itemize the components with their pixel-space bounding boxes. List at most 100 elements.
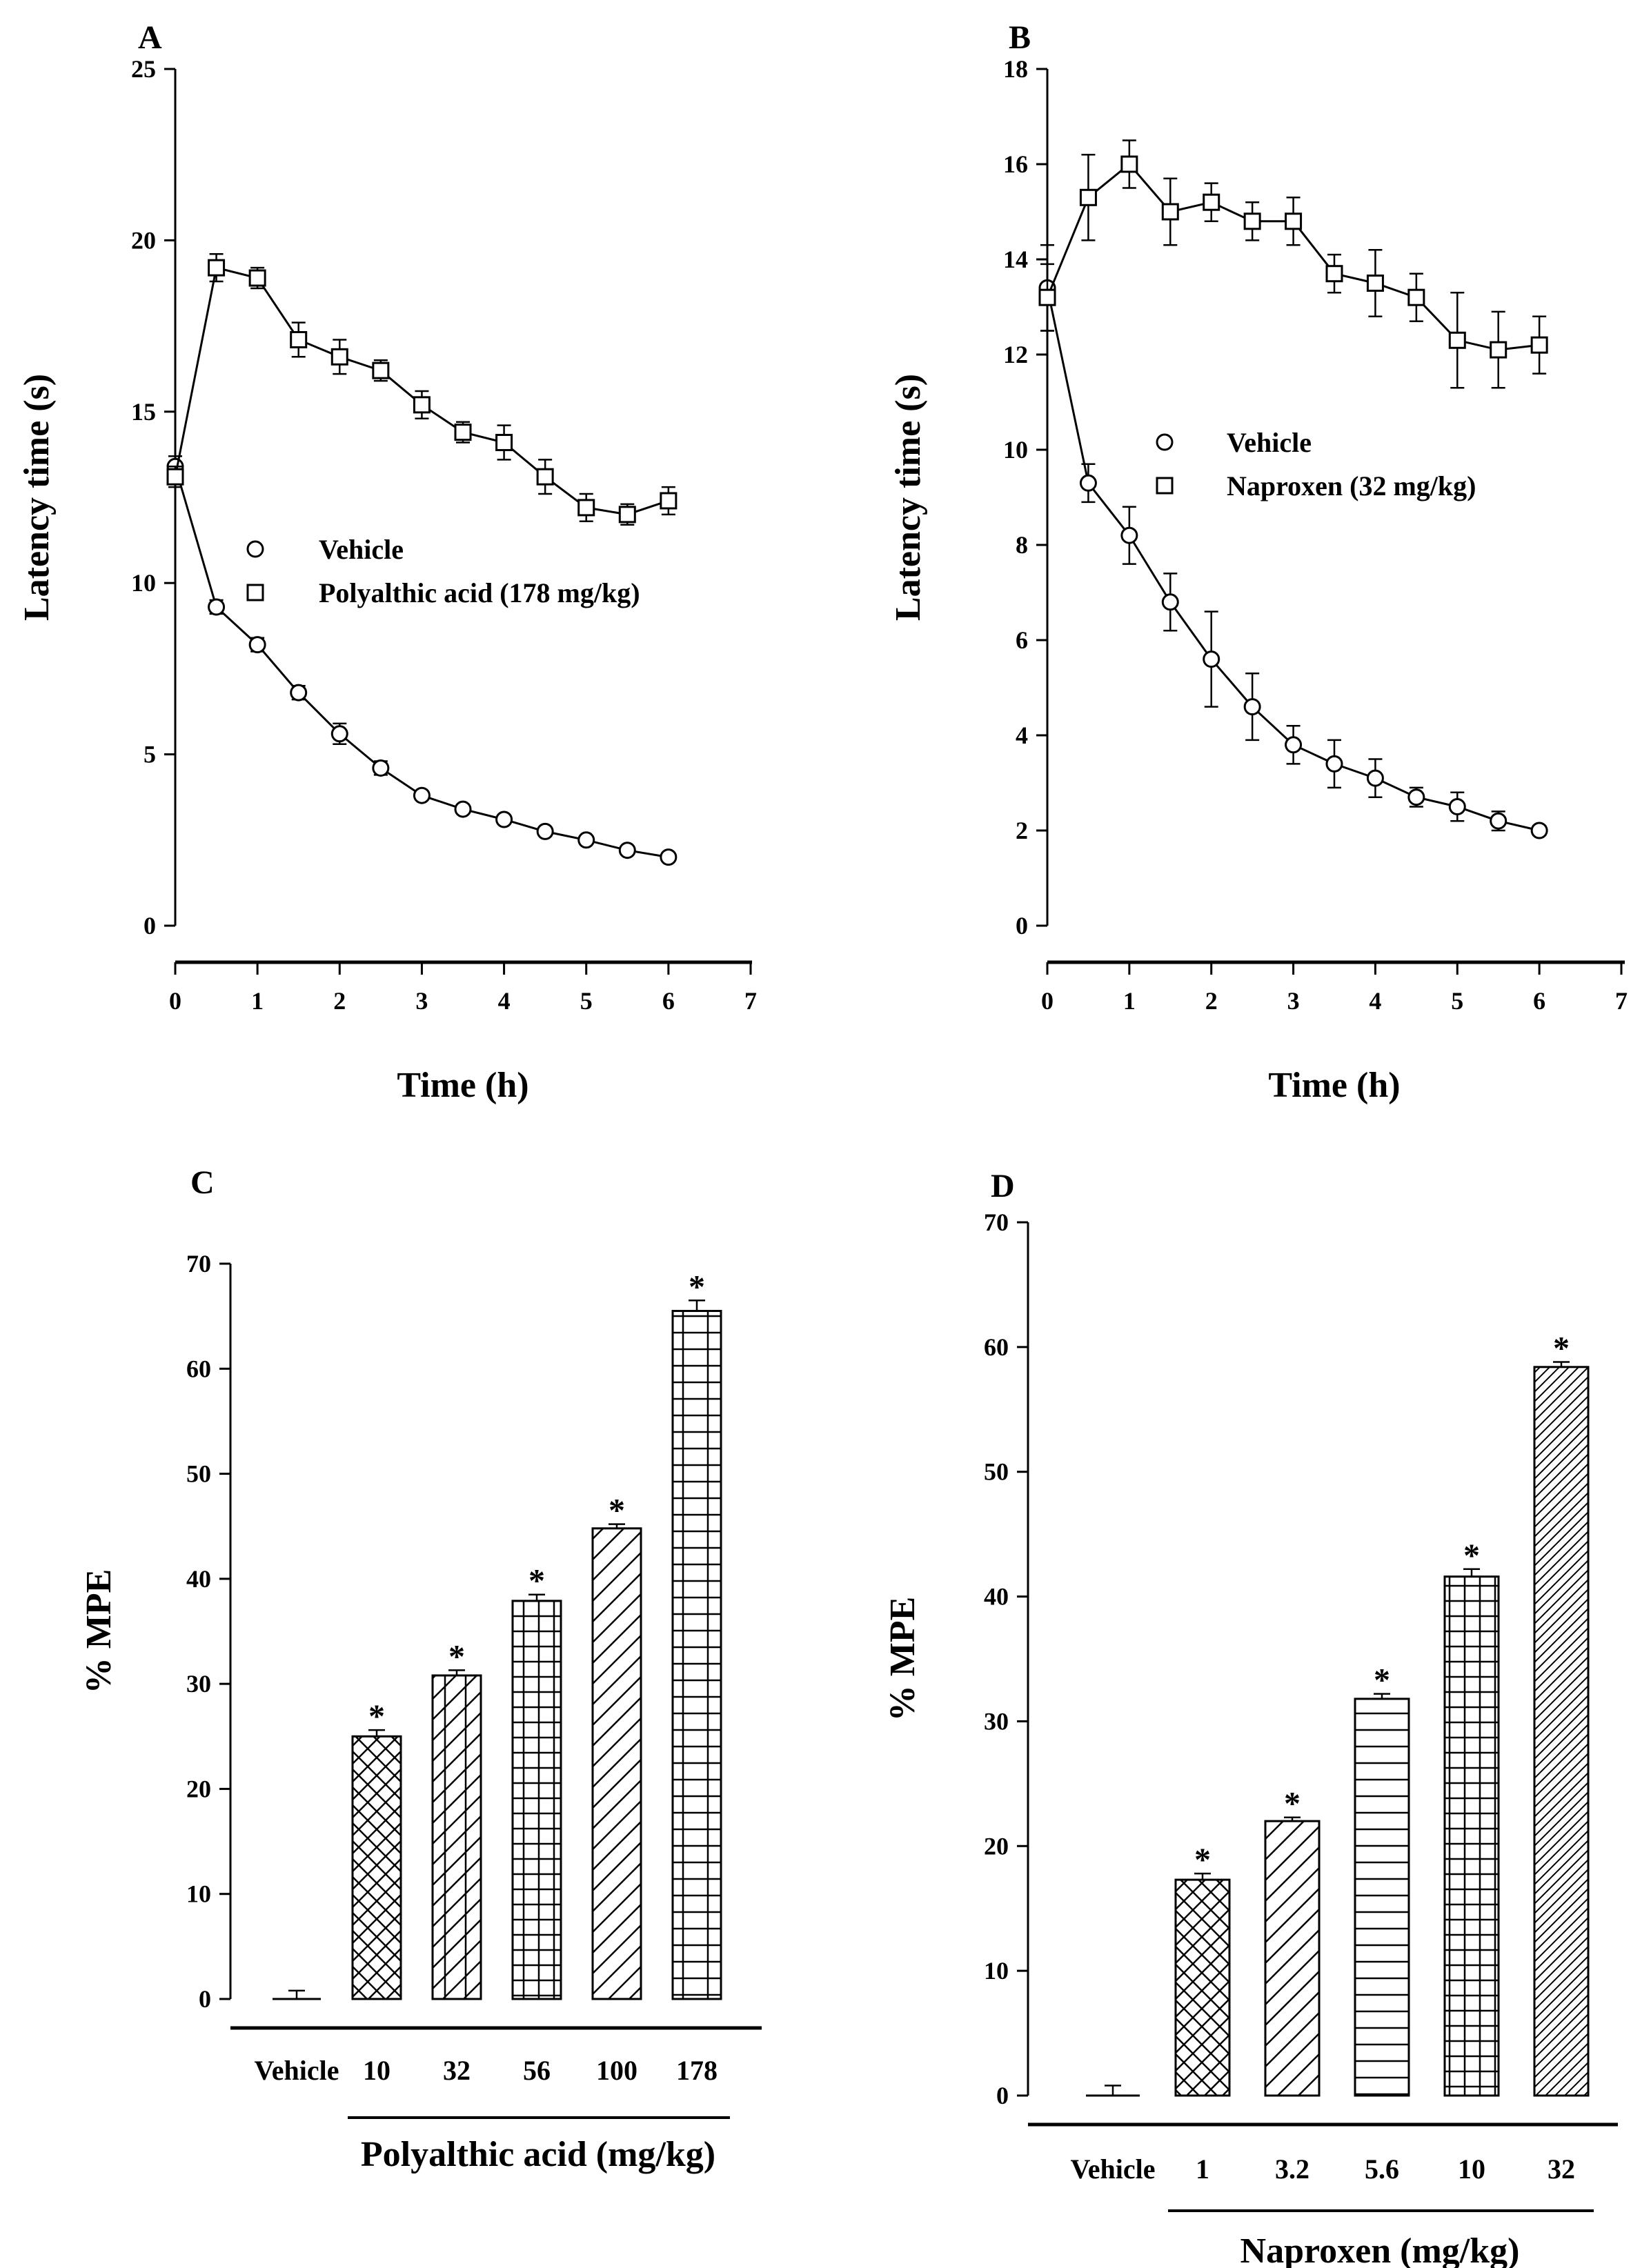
data-point (372, 361, 390, 379)
y-tick-label: 40 (984, 1583, 1009, 1611)
bar (1354, 1698, 1410, 2097)
y-tick-label: 60 (186, 1355, 211, 1382)
data-point (1325, 755, 1343, 773)
bar (511, 1600, 562, 2000)
bar (1533, 1366, 1590, 2097)
category-label: Vehicle (255, 2055, 339, 2086)
y-tick-label: 70 (186, 1250, 211, 1277)
legend-label: Vehicle (1227, 427, 1312, 458)
data-point (454, 800, 472, 818)
significance-marker: * (1284, 1786, 1301, 1822)
x-tick-label: 5 (1451, 987, 1463, 1015)
category-label: 1 (1196, 2153, 1209, 2185)
x-tick-label: 2 (333, 987, 346, 1015)
category-label: Vehicle (1071, 2153, 1156, 2185)
y-tick-label: 30 (186, 1670, 211, 1698)
data-point (1407, 288, 1425, 306)
data-point (1120, 155, 1138, 173)
category-label: 3.2 (1275, 2153, 1309, 2185)
x-tick-label: 3 (415, 987, 428, 1015)
data-point (660, 848, 678, 866)
panel-letter: C (190, 1164, 215, 1201)
data-point (1079, 474, 1097, 492)
bar (1443, 1575, 1500, 2097)
x-tick-label: 4 (498, 987, 511, 1015)
data-point (208, 259, 226, 277)
y-tick-label: 10 (1003, 436, 1028, 464)
data-point (1366, 275, 1384, 292)
data-point (618, 842, 636, 859)
group-label: Naproxen (mg/kg) (1240, 2231, 1520, 2268)
data-point (495, 810, 513, 828)
data-point (1490, 341, 1507, 359)
data-point (1203, 650, 1220, 668)
category-label: 32 (443, 2055, 471, 2086)
legend-label: Naproxen (32 mg/kg) (1227, 470, 1476, 501)
y-tick-label: 60 (984, 1333, 1009, 1361)
panel-d: D 0 10 20 30 40 50 60 70 % MPE Vehicle * 1 * 3.2 * 5.6 * 1… (883, 1168, 1618, 2268)
y-tick-label: 0 (996, 2082, 1009, 2109)
y-tick-label: 2 (1016, 817, 1028, 844)
category-label: 178 (676, 2055, 718, 2086)
y-axis-title: % MPE (79, 1569, 119, 1694)
x-tick-label: 0 (1041, 987, 1054, 1015)
x-tick-label: 3 (1287, 987, 1300, 1015)
y-axis-title: Latency time (s) (17, 374, 57, 621)
panel-letter: A (138, 19, 162, 56)
data-point (372, 759, 390, 777)
y-tick-label: 70 (984, 1208, 1009, 1236)
category-label: 100 (596, 2055, 637, 2086)
data-point (1325, 265, 1343, 283)
x-axis-title: Time (h) (397, 1066, 528, 1105)
x-tick-label: 0 (169, 987, 181, 1015)
data-point (536, 822, 554, 840)
x-tick-label: 6 (662, 987, 675, 1015)
y-tick-label: 50 (186, 1460, 211, 1488)
data-point (495, 434, 513, 452)
data-point (1285, 736, 1303, 754)
legend-marker (246, 540, 264, 558)
series-line (1046, 162, 1540, 351)
y-tick-label: 0 (144, 912, 156, 939)
data-point (413, 396, 431, 414)
legend-marker (1156, 477, 1174, 495)
legend-label: Polyalthic acid (178 mg/kg) (319, 577, 640, 608)
data-point (248, 269, 266, 287)
y-tick-label: 25 (131, 55, 156, 83)
data-point (454, 424, 472, 441)
significance-marker: * (1553, 1331, 1570, 1367)
x-tick-label: 7 (744, 987, 757, 1015)
data-point (618, 506, 636, 524)
data-point (1079, 188, 1097, 206)
x-tick-label: 6 (1533, 987, 1545, 1015)
y-tick-label: 16 (1003, 150, 1028, 178)
data-point (1448, 331, 1466, 349)
bar (591, 1527, 642, 2000)
y-tick-label: 20 (984, 1832, 1009, 1860)
data-point (1243, 212, 1261, 230)
series-2 (166, 253, 678, 526)
significance-marker: * (528, 1563, 545, 1600)
data-point (248, 636, 266, 654)
significance-marker: * (368, 1698, 385, 1735)
category-label: 5.6 (1365, 2153, 1399, 2185)
y-tick-label: 10 (131, 569, 156, 597)
y-tick-label: 5 (144, 741, 156, 768)
y-tick-label: 40 (186, 1565, 211, 1593)
category-label: 10 (1458, 2153, 1485, 2185)
data-point (1448, 798, 1466, 815)
data-point (1490, 812, 1507, 830)
x-tick-label: 4 (1369, 987, 1381, 1015)
data-point (536, 468, 554, 486)
data-point (1120, 526, 1138, 544)
y-tick-label: 10 (984, 1957, 1009, 1984)
bar (1174, 1878, 1231, 2097)
y-tick-label: 6 (1016, 626, 1028, 654)
data-point (290, 330, 308, 348)
category-label: 56 (523, 2055, 551, 2086)
data-point (1530, 336, 1548, 354)
y-tick-label: 15 (131, 398, 156, 426)
category-label: 32 (1548, 2153, 1575, 2185)
data-point (330, 348, 348, 366)
